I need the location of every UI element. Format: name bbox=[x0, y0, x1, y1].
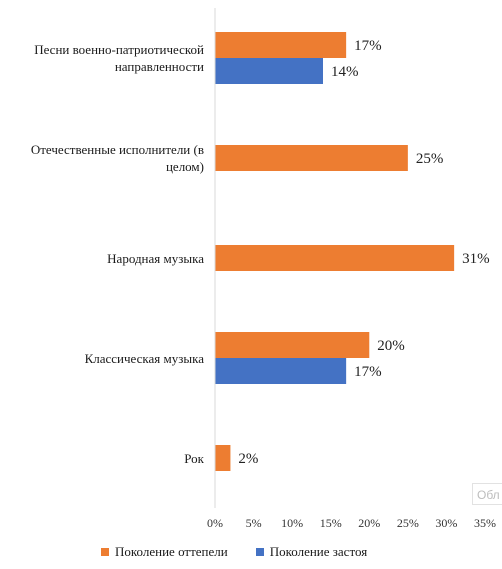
bar-thaw-2 bbox=[215, 245, 455, 271]
x-axis-ticks: 0% 5% 10% 15% 20% 25% 30% 35% bbox=[207, 516, 496, 530]
data-label: 17% bbox=[354, 38, 382, 54]
legend-item-stagnation: Поколение застоя bbox=[255, 544, 368, 560]
bar-thaw-4 bbox=[215, 445, 231, 471]
x-tick-label: 30% bbox=[435, 516, 457, 530]
legend-label: Поколение застоя bbox=[269, 544, 368, 559]
legend: Поколение оттепели Поколение застоя bbox=[101, 544, 367, 560]
bar-stagnation-0 bbox=[215, 58, 323, 84]
x-tick-label: 15% bbox=[320, 516, 342, 530]
bars-group bbox=[215, 32, 455, 471]
data-label: 17% bbox=[354, 364, 382, 380]
data-label: 14% bbox=[331, 64, 359, 80]
legend-item-thaw: Поколение оттепели bbox=[101, 544, 228, 560]
legend-swatch-blue bbox=[255, 548, 264, 556]
watermark: Обл bbox=[472, 483, 502, 505]
data-label: 25% bbox=[416, 151, 444, 167]
legend-swatch-orange bbox=[101, 548, 109, 556]
bar-stagnation-3 bbox=[215, 358, 347, 384]
x-tick-label: 0% bbox=[207, 516, 223, 530]
category-label: Рок bbox=[184, 450, 204, 466]
bar-thaw-1 bbox=[215, 145, 408, 171]
data-labels-group: 17% 14% 25% 31% 20% 17% 2% bbox=[238, 38, 489, 467]
data-label: 20% bbox=[377, 338, 405, 354]
bar-thaw-3 bbox=[215, 332, 370, 358]
category-label: Отечественные исполнители (в целом) bbox=[30, 142, 204, 174]
data-label: 31% bbox=[462, 251, 490, 267]
category-label: Песни военно-патриотической направленнос… bbox=[34, 42, 204, 74]
x-tick-label: 5% bbox=[246, 516, 262, 530]
x-tick-label: 20% bbox=[358, 516, 380, 530]
x-tick-label: 35% bbox=[474, 516, 496, 530]
x-tick-label: 10% bbox=[281, 516, 303, 530]
bar-thaw-0 bbox=[215, 32, 347, 58]
legend-label: Поколение оттепели bbox=[115, 544, 228, 559]
data-label: 2% bbox=[238, 451, 258, 467]
category-label: Классическая музыка bbox=[84, 350, 204, 366]
category-label: Народная музыка bbox=[107, 250, 204, 266]
x-tick-label: 25% bbox=[397, 516, 419, 530]
